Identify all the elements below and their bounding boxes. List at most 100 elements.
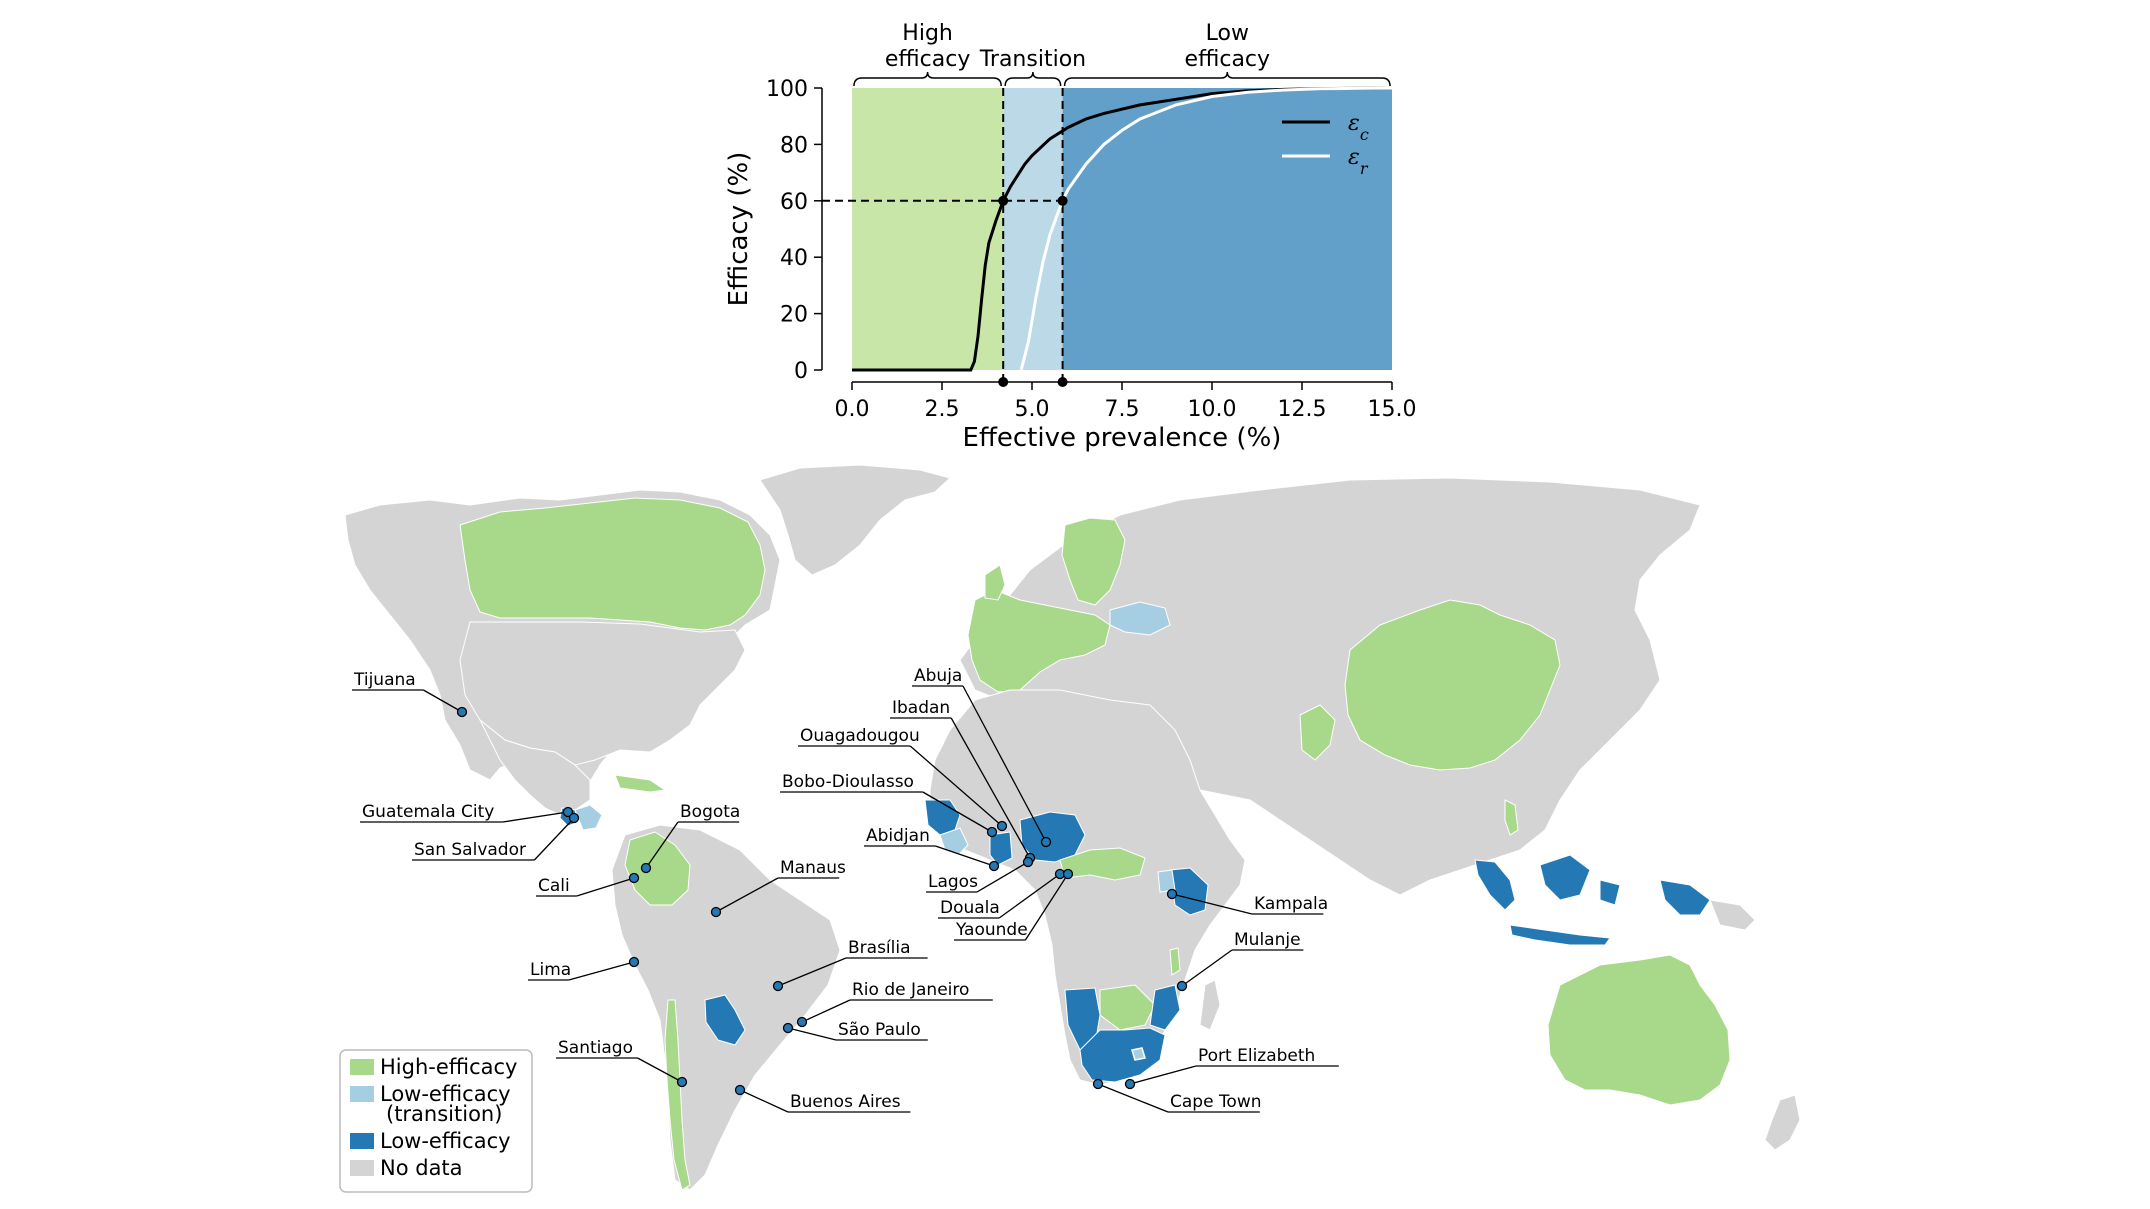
city-marker-buenos-aires	[734, 1084, 746, 1096]
city-leader-manaus	[715, 877, 779, 913]
city-label-cape-town: Cape Town	[1170, 1092, 1262, 1112]
canada	[459, 497, 766, 631]
threshold-point-1	[1057, 195, 1068, 206]
city-label-lagos: Lagos	[928, 872, 978, 892]
city-label-s-o-paulo: São Paulo	[838, 1020, 921, 1040]
city-label-san-salvador: San Salvador	[414, 840, 526, 860]
scandinavia	[1061, 517, 1126, 606]
paraguay	[704, 994, 746, 1046]
city-marker-bras-lia	[772, 980, 784, 992]
city-marker-mulanje	[1176, 980, 1188, 992]
map-legend-label-1-1: (transition)	[386, 1102, 502, 1126]
city-label-santiago: Santiago	[558, 1038, 633, 1058]
mozambique-low	[1149, 984, 1181, 1031]
city-label-ibadan: Ibadan	[892, 698, 950, 718]
city-marker-abuja	[1040, 836, 1052, 848]
x-tick-label-5: 12.5	[1278, 397, 1327, 422]
caribbean-islands	[614, 774, 667, 793]
map-legend-label-2-0: Low-efficacy	[380, 1129, 511, 1153]
china	[1344, 599, 1561, 771]
mexico	[479, 719, 591, 816]
y-tick-label-0: 0	[794, 359, 808, 384]
city-marker-port-elizabeth	[1124, 1078, 1136, 1090]
south-africa	[1079, 1027, 1166, 1083]
city-leader-tijuana	[423, 689, 463, 713]
map-legend-swatch-0	[350, 1059, 374, 1075]
city-leader-douala	[998, 873, 1061, 919]
region-band-1	[1003, 88, 1063, 370]
city-markers: Tijuana Guatemala City San Salvador Bogota C…	[352, 666, 1339, 1113]
city-leader-mulanje	[1181, 949, 1233, 987]
ukraine	[1109, 601, 1171, 636]
x-tick-label-1: 2.5	[925, 397, 960, 422]
australia	[1547, 954, 1731, 1106]
cote-divoire	[989, 831, 1013, 866]
botswana-high	[1099, 984, 1156, 1031]
city-marker-rio-de-janeiro	[796, 1016, 808, 1028]
map-legend: High-efficacyLow-efficacy(transition)Low…	[339, 1049, 533, 1193]
city-label-cali: Cali	[538, 876, 570, 896]
city-label-rio-de-janeiro: Rio de Janeiro	[852, 980, 969, 1000]
map-legend-label-0-0: High-efficacy	[380, 1055, 517, 1079]
central-africa-high	[1059, 847, 1146, 881]
region-label-0-1: efficacy	[885, 47, 971, 72]
city-label-bogota: Bogota	[680, 802, 740, 822]
city-leader-bogota	[645, 821, 679, 869]
map-legend-swatch-1	[350, 1086, 374, 1102]
city-marker-santiago	[676, 1076, 688, 1088]
region-band-2	[1062, 88, 1392, 370]
axes: 0 20 40 60 80 100 0.0 2.5 5.0 7.5 10.0 12.5 15.0	[766, 77, 1416, 422]
malawi	[1169, 947, 1181, 976]
west-africa-transition	[939, 827, 969, 856]
city-label-guatemala-city: Guatemala City	[362, 802, 494, 822]
x-tick-label-6: 15.0	[1368, 397, 1417, 422]
map-legend-label-1-0: Low-efficacy	[380, 1082, 511, 1106]
city-marker-manaus	[710, 906, 722, 918]
map-legend-swatch-2	[350, 1133, 374, 1149]
city-label-lima: Lima	[530, 960, 571, 980]
region-label-2-0: Low	[1206, 21, 1249, 46]
city-marker-abidjan	[988, 860, 1000, 872]
city-leader-bras-lia	[777, 957, 847, 987]
city-marker-ouagadougou	[996, 820, 1008, 832]
region-brace-1	[1004, 71, 1062, 87]
madagascar	[1199, 979, 1221, 1031]
uganda	[1157, 869, 1176, 893]
city-label-bras-lia: Brasília	[848, 938, 911, 958]
kenya	[1169, 867, 1209, 916]
city-marker-kampala	[1166, 888, 1178, 900]
city-label-mulanje: Mulanje	[1234, 930, 1301, 950]
series-layer	[852, 86, 1393, 387]
city-leader-abuja	[962, 685, 1047, 843]
city-marker-bobo-dioulasso	[986, 826, 998, 838]
vietnam	[1504, 799, 1519, 836]
city-leader-buenos-aires	[739, 1089, 789, 1113]
city-marker-yaounde	[1062, 868, 1074, 880]
y-tick-label-1: 20	[780, 303, 808, 328]
city-leader-kampala	[1171, 893, 1253, 915]
city-leader-lima	[568, 961, 635, 981]
city-marker-cape-town	[1092, 1078, 1104, 1090]
y-axis-label: Efficacy (%)	[724, 152, 754, 307]
city-leader-ouagadougou	[909, 745, 1003, 827]
city-label-kampala: Kampala	[1254, 894, 1328, 914]
region-label-1-0: Transition	[979, 47, 1086, 72]
lesotho	[1131, 1047, 1146, 1061]
x-axis-label: Effective prevalence (%)	[963, 423, 1282, 453]
city-marker-bogota	[640, 862, 652, 874]
city-marker-tijuana	[456, 706, 468, 718]
city-label-douala: Douala	[940, 898, 1000, 918]
x-tick-label-3: 7.5	[1105, 397, 1140, 422]
city-label-abidjan: Abidjan	[866, 826, 930, 846]
map-legend-label-3-0: No data	[380, 1156, 463, 1180]
map-legend-swatch-3	[350, 1160, 374, 1176]
central-america-low-transition	[574, 804, 603, 831]
city-marker-lima	[628, 956, 640, 968]
city-marker-cali	[628, 872, 640, 884]
city-marker-s-o-paulo	[782, 1022, 794, 1034]
city-label-ouagadougou: Ouagadougou	[800, 726, 920, 746]
region-label-0-0: High	[902, 21, 953, 46]
